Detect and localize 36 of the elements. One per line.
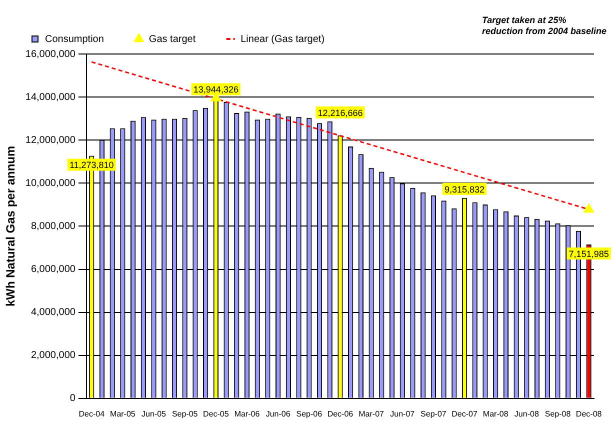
data-label: 12,216,666: [318, 108, 363, 118]
legend-label: Gas target: [148, 34, 196, 45]
x-tick-label: Mar-08: [482, 409, 509, 418]
x-tick-label: Jun-07: [390, 409, 416, 418]
y-tick-label: 10,000,000: [25, 178, 76, 189]
data-label: 11,273,810: [69, 160, 114, 170]
y-tick-label: 14,000,000: [25, 92, 76, 103]
x-tick-label: Mar-05: [110, 409, 136, 418]
y-tick-label: 16,000,000: [25, 48, 76, 60]
x-tick-label: Dec-08: [576, 409, 602, 418]
y-tick-label: 8,000,000: [30, 220, 76, 232]
x-tick-label: Sep-06: [296, 409, 323, 418]
x-tick-label: Jun-06: [266, 409, 291, 418]
x-tick-label: Dec-05: [203, 409, 230, 418]
y-tick-label: 6,000,000: [30, 264, 76, 275]
x-tick-label: Dec-04: [78, 409, 106, 418]
x-tick-label: Dec-07: [452, 409, 478, 418]
data-label: 7,151,985: [568, 248, 609, 259]
y-tick-label: 0: [70, 393, 76, 404]
x-tick-label: Mar-06: [234, 409, 260, 418]
x-tick-label: Mar-07: [358, 409, 385, 418]
x-tick-label: Sep-05: [172, 409, 198, 418]
x-tick-label: Dec-06: [327, 409, 354, 418]
data-label: 9,315,832: [444, 184, 485, 194]
legend-label: Linear (Gas target): [240, 34, 325, 45]
text: Target taken at 25% reduction from 2004 baseline: [482, 14, 607, 36]
y-axis-title: kWh Natural Gas per annum: [4, 146, 18, 307]
x-tick-label: Jun-05: [142, 409, 167, 418]
y-tick-label: 4,000,000: [30, 307, 76, 318]
data-label: 13,944,326: [193, 84, 238, 95]
y-tick-label: 12,000,000: [25, 134, 76, 146]
x-tick-label: Sep-07: [420, 409, 447, 418]
x-tick-label: Jun-08: [514, 409, 540, 418]
x-tick-label: Sep-08: [544, 409, 572, 418]
y-tick-label: 2,000,000: [30, 350, 76, 362]
legend-label: Consumption: [45, 34, 104, 45]
